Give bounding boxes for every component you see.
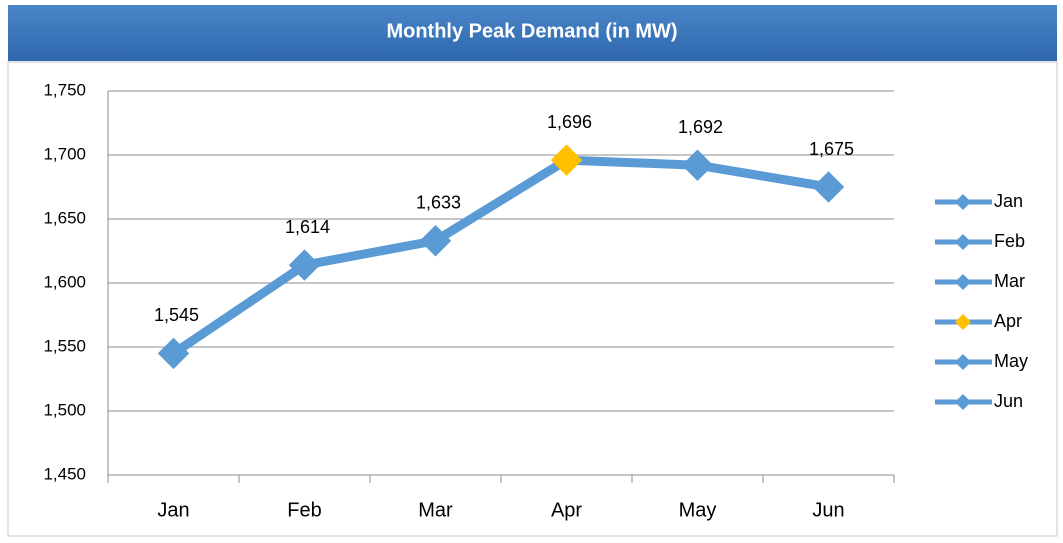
legend-marker <box>955 194 971 210</box>
x-tick-label: Feb <box>287 499 321 521</box>
data-label: 1,614 <box>285 217 330 237</box>
legend-marker <box>955 314 971 330</box>
legend-marker <box>955 234 971 250</box>
legend-label: Mar <box>994 271 1025 291</box>
marker <box>550 144 583 176</box>
header-bar <box>8 5 1057 61</box>
x-tick-label: Jun <box>812 499 844 521</box>
legend-label: Apr <box>994 311 1022 331</box>
marker <box>812 171 845 203</box>
chart-frame <box>7 61 1058 537</box>
chart-title: Monthly Peak Demand (in MW) <box>386 20 677 42</box>
data-label: 1,633 <box>416 193 461 213</box>
x-tick-label: Apr <box>551 499 582 521</box>
data-label: 1,545 <box>154 305 199 325</box>
x-tick-label: May <box>679 499 717 521</box>
legend-label: Feb <box>994 231 1025 251</box>
data-label: 1,696 <box>547 112 592 132</box>
data-label: 1,692 <box>678 117 723 137</box>
legend-label: Jun <box>994 391 1023 411</box>
y-tick-label: 1,450 <box>43 464 86 483</box>
legend-marker <box>955 274 971 290</box>
data-label: 1,675 <box>809 139 854 159</box>
y-tick-label: 1,550 <box>43 336 86 355</box>
marker <box>419 225 452 257</box>
marker <box>288 249 321 281</box>
marker <box>681 149 714 181</box>
legend-marker <box>955 394 971 410</box>
legend-marker <box>955 354 971 370</box>
x-tick-label: Jan <box>157 499 189 521</box>
y-tick-label: 1,750 <box>43 80 86 99</box>
y-tick-label: 1,600 <box>43 272 86 291</box>
line <box>170 155 830 358</box>
x-tick-label: Mar <box>418 499 453 521</box>
y-tick-label: 1,500 <box>43 400 86 419</box>
legend-label: May <box>994 351 1028 371</box>
marker <box>157 337 190 370</box>
y-tick-label: 1,700 <box>43 144 86 163</box>
y-tick-label: 1,650 <box>43 208 86 227</box>
legend-label: Jan <box>994 191 1023 211</box>
